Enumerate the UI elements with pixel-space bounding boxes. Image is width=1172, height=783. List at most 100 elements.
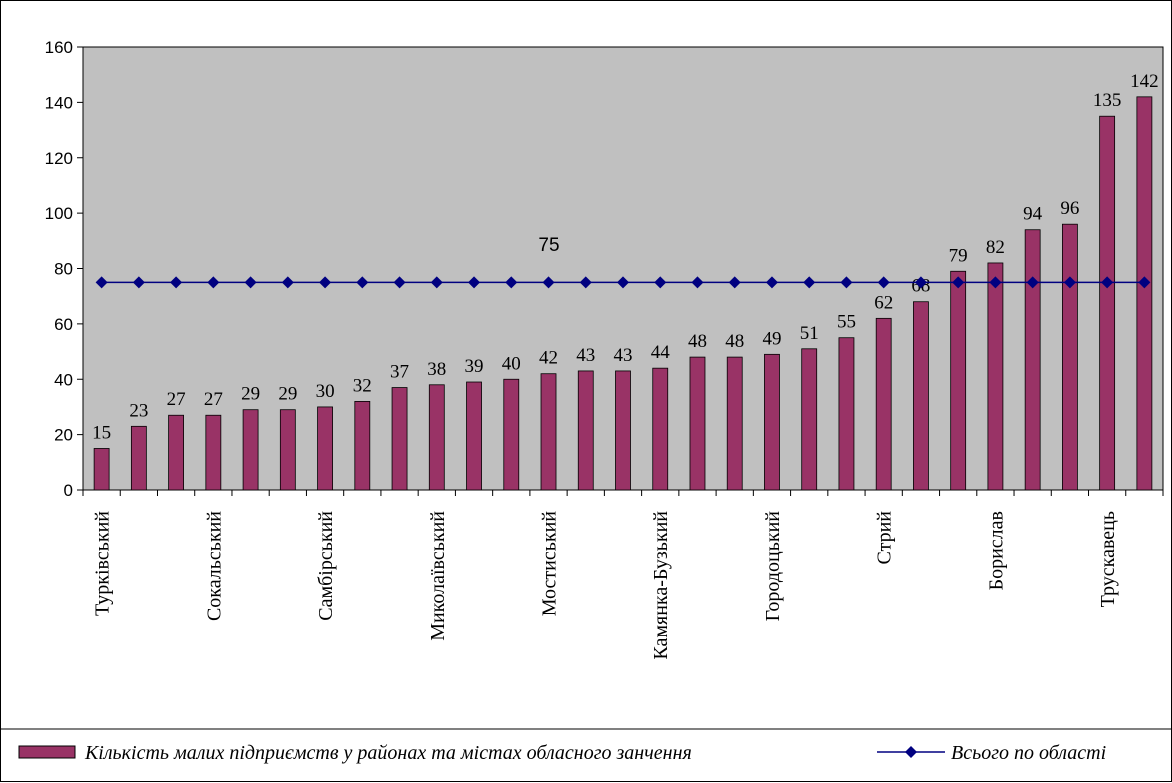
data-label: 29 <box>278 384 297 405</box>
bar <box>913 301 929 491</box>
average-line <box>95 276 1151 289</box>
bar <box>764 353 780 491</box>
average-point <box>207 276 220 289</box>
bar <box>1024 229 1041 491</box>
average-point <box>542 276 555 289</box>
bar <box>540 373 557 491</box>
data-label: 55 <box>837 312 856 333</box>
y-tick-label: 60 <box>54 315 73 334</box>
bar <box>168 414 185 491</box>
average-point <box>1138 276 1151 289</box>
x-category-label: Борислав <box>985 511 1007 590</box>
average-point <box>281 276 294 289</box>
data-label: 94 <box>1023 204 1043 225</box>
average-point <box>691 276 704 289</box>
x-category-label: Миколаївський <box>427 511 449 641</box>
x-category-label: Турківський <box>92 511 114 616</box>
bar <box>875 317 892 491</box>
data-label: 32 <box>353 375 372 396</box>
legend-bar-label: Кількість малих підприємств у районах та… <box>84 742 692 764</box>
average-point <box>244 276 257 289</box>
legend-line-marker <box>905 746 917 758</box>
data-label: 48 <box>725 331 744 352</box>
average-point <box>803 276 816 289</box>
data-label: 39 <box>465 356 484 377</box>
average-point <box>914 276 927 289</box>
bar <box>1136 96 1153 491</box>
average-point <box>952 276 965 289</box>
bar <box>466 381 482 491</box>
bar <box>726 356 743 491</box>
bar <box>801 348 818 491</box>
average-value-label: 75 <box>538 235 559 256</box>
bar <box>1061 223 1078 491</box>
data-label: 42 <box>539 348 558 369</box>
data-label: 30 <box>316 381 335 402</box>
data-label: 79 <box>949 245 968 266</box>
average-point <box>579 276 592 289</box>
average-point <box>654 276 667 289</box>
average-point <box>170 276 183 289</box>
bar <box>577 370 594 491</box>
bar <box>93 448 110 491</box>
average-point <box>1101 276 1114 289</box>
bar <box>242 409 259 491</box>
y-axis: 0 20 40 60 80 100 120 140 160 <box>45 38 83 500</box>
average-point <box>393 276 406 289</box>
bar <box>950 270 967 491</box>
bar <box>652 367 669 491</box>
y-tick-label: 140 <box>45 93 73 112</box>
data-label: 48 <box>688 331 707 352</box>
data-label: 27 <box>167 389 186 410</box>
bar <box>615 370 631 491</box>
data-label: 96 <box>1060 198 1079 219</box>
y-tick-label: 80 <box>54 260 73 279</box>
data-label: 62 <box>874 292 893 313</box>
x-category-label: Самбірський <box>315 511 337 621</box>
data-label: 29 <box>241 384 260 405</box>
average-point <box>356 276 369 289</box>
y-tick-label: 120 <box>45 149 73 168</box>
y-tick-label: 160 <box>45 38 73 57</box>
bar <box>391 387 408 491</box>
data-label: 51 <box>800 323 819 344</box>
average-point <box>617 276 629 289</box>
x-category-label: Мостиський <box>539 511 561 617</box>
bar <box>317 406 333 491</box>
legend-bar-swatch <box>18 745 76 759</box>
average-point <box>1063 276 1076 289</box>
data-label: 44 <box>651 342 671 363</box>
average-point <box>989 276 1002 289</box>
average-point <box>1026 276 1039 289</box>
data-label: 37 <box>390 362 409 383</box>
x-category-label: Городоцький <box>762 511 784 622</box>
average-point <box>505 276 518 289</box>
bar <box>987 262 1004 491</box>
data-label: 43 <box>614 345 633 366</box>
data-label: 27 <box>204 389 223 410</box>
bar <box>130 425 147 491</box>
average-point <box>877 276 890 289</box>
data-label: 135 <box>1093 90 1122 111</box>
bar <box>689 356 706 491</box>
average-point <box>468 276 481 289</box>
bar <box>1099 115 1116 491</box>
legend-line-label: Всього по області <box>951 742 1106 764</box>
bar <box>354 400 371 491</box>
average-point <box>132 276 145 289</box>
data-label: 142 <box>1130 71 1159 92</box>
data-label: 40 <box>502 353 521 374</box>
average-point <box>765 276 778 289</box>
bar <box>205 414 222 491</box>
x-axis: Турківський Сокальський Самбірський Миколаї… <box>82 490 1164 660</box>
y-tick-label: 0 <box>64 481 73 500</box>
bar <box>838 337 855 491</box>
x-category-label: Трускавець <box>1097 511 1119 607</box>
y-tick-label: 40 <box>54 370 73 389</box>
bar <box>428 384 445 491</box>
x-category-label: Стрий <box>874 511 896 565</box>
x-category-label: Сокальський <box>203 511 225 621</box>
bar <box>279 409 296 491</box>
legend: Кількість малих підприємств у районах та… <box>1 728 1172 764</box>
